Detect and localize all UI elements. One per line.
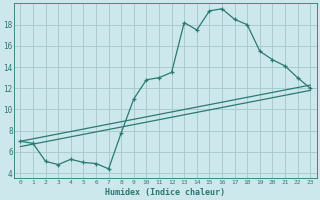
- X-axis label: Humidex (Indice chaleur): Humidex (Indice chaleur): [105, 188, 225, 197]
